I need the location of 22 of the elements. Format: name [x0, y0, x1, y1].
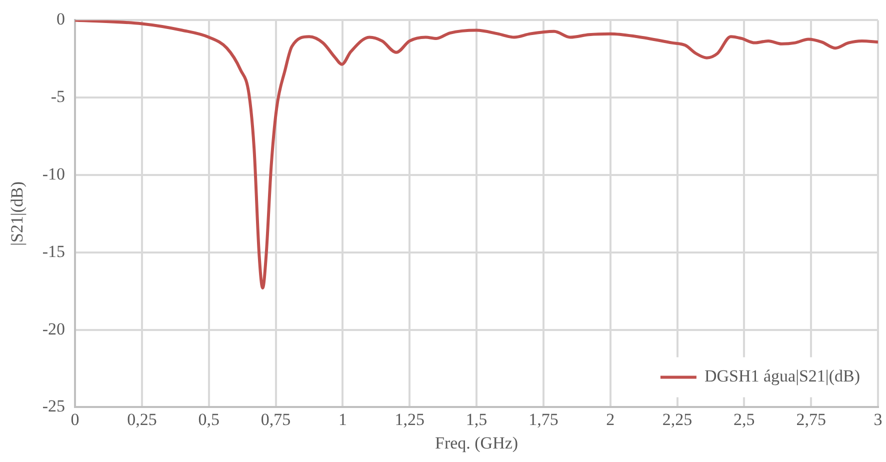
legend-label: DGSH1 água|S21|(dB) [704, 366, 860, 386]
x-tick-label: 1,75 [528, 410, 558, 429]
x-tick-label: 0,75 [260, 410, 291, 429]
x-tick-label: 0,5 [198, 410, 220, 429]
y-tick-label: 0 [56, 10, 66, 29]
y-tick-label: -5 [50, 87, 66, 106]
x-axis-title: Freq. (GHz) [434, 433, 518, 452]
x-tick-label: 0 [70, 410, 80, 429]
x-tick-label: 2 [606, 410, 615, 429]
x-tick-label: 0,25 [127, 410, 157, 429]
x-tick-label: 2,25 [662, 410, 692, 429]
x-tick-label: 2,75 [796, 410, 826, 429]
y-tick-label: -15 [42, 242, 66, 261]
y-tick-label: -20 [42, 319, 66, 338]
x-tick-label: 1,5 [466, 410, 488, 429]
y-tick-label: -10 [42, 164, 66, 184]
x-tick-label: 3 [874, 410, 882, 429]
x-tick-label: 2,5 [734, 410, 755, 429]
x-tick-label: 1 [338, 410, 347, 429]
x-tick-label: 1,25 [394, 410, 424, 429]
y-tick-label: -25 [42, 396, 66, 416]
y-axis-title: |S21|(dB) [8, 181, 27, 246]
